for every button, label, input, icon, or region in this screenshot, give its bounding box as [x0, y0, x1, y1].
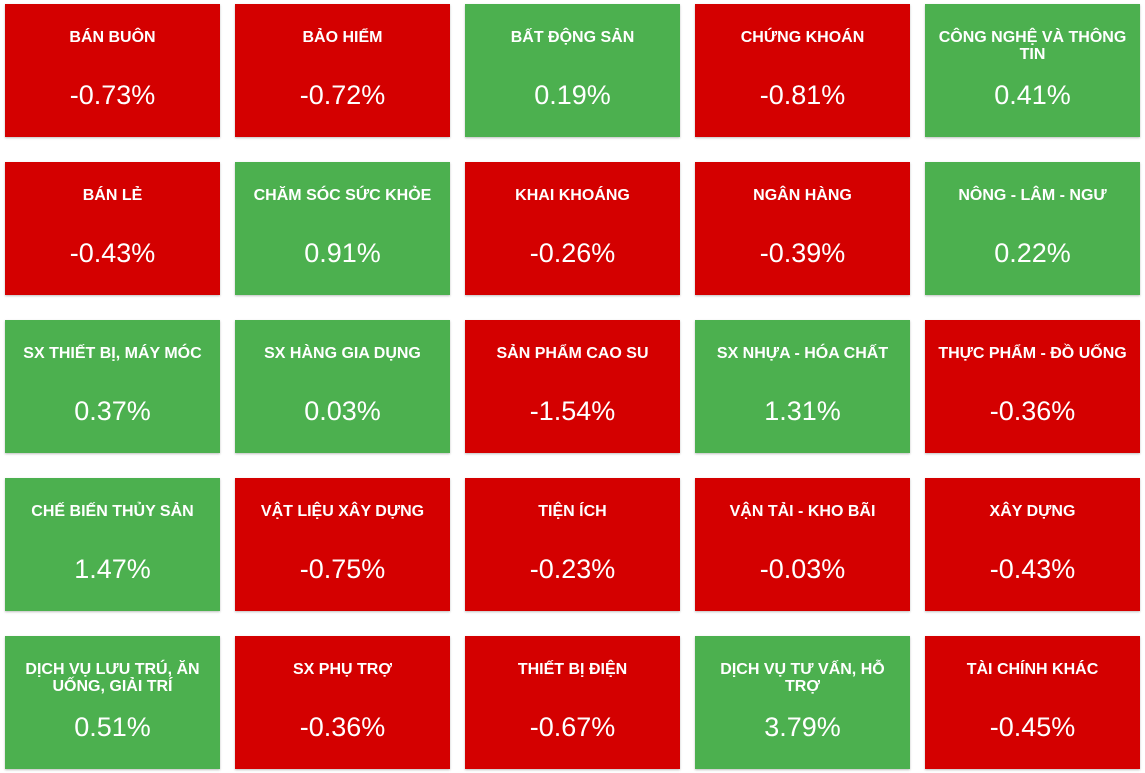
sector-change-value: -1.54%: [529, 396, 616, 426]
sector-heatmap: BÁN BUÔN -0.73% BẢO HIỂM -0.72% BẤT ĐỘNG SẢN…: [5, 4, 1140, 769]
sector-tile: NGÂN HÀNG -0.39%: [695, 162, 910, 295]
sector-change-value: -0.23%: [529, 554, 616, 584]
sector-tile: SX HÀNG GIA DỤNG 0.03%: [235, 320, 450, 453]
sector-tile: SX PHỤ TRỢ -0.36%: [235, 636, 450, 769]
sector-change-value: 0.37%: [74, 396, 151, 426]
sector-name: NGÂN HÀNG: [753, 187, 852, 204]
sector-change-value: 0.51%: [74, 712, 151, 742]
sector-change-value: -0.26%: [529, 238, 616, 268]
sector-tile: DỊCH VỤ LƯU TRÚ, ĂN UỐNG, GIẢI TRÍ 0.51%: [5, 636, 220, 769]
sector-tile: BÁN LẺ -0.43%: [5, 162, 220, 295]
sector-change-value: 0.22%: [994, 238, 1071, 268]
sector-tile: KHAI KHOÁNG -0.26%: [465, 162, 680, 295]
sector-tile: VẬN TẢI - KHO BÃI -0.03%: [695, 478, 910, 611]
sector-name: VẬT LIỆU XÂY DỰNG: [260, 503, 425, 520]
sector-tile: THỰC PHẨM - ĐỒ UỐNG -0.36%: [925, 320, 1140, 453]
sector-change-value: -0.72%: [299, 80, 386, 110]
sector-change-value: 3.79%: [764, 712, 841, 742]
sector-name: NÔNG - LÂM - NGƯ: [958, 187, 1107, 204]
sector-change-value: -0.67%: [529, 712, 616, 742]
sector-change-value: -0.36%: [989, 396, 1076, 426]
sector-name: BÁN LẺ: [82, 187, 143, 204]
sector-name: BÁN BUÔN: [69, 29, 156, 46]
sector-name: SẢN PHẨM CAO SU: [496, 345, 649, 362]
sector-name: CHỨNG KHOÁN: [740, 29, 865, 46]
sector-name: CHẾ BIẾN THỦY SẢN: [31, 503, 194, 520]
sector-tile: THIẾT BỊ ĐIỆN -0.67%: [465, 636, 680, 769]
sector-tile: XÂY DỰNG -0.43%: [925, 478, 1140, 611]
sector-change-value: -0.75%: [299, 554, 386, 584]
sector-name: SX PHỤ TRỢ: [293, 661, 392, 678]
sector-name: BẤT ĐỘNG SẢN: [510, 29, 635, 46]
sector-tile: BÁN BUÔN -0.73%: [5, 4, 220, 137]
sector-name: CHĂM SÓC SỨC KHỎE: [253, 187, 432, 204]
sector-change-value: 0.19%: [534, 80, 611, 110]
sector-name: TÀI CHÍNH KHÁC: [966, 661, 1099, 678]
sector-tile: SX NHỰA - HÓA CHẤT 1.31%: [695, 320, 910, 453]
sector-change-value: 0.03%: [304, 396, 381, 426]
sector-change-value: 1.47%: [74, 554, 151, 584]
sector-tile: BẢO HIỂM -0.72%: [235, 4, 450, 137]
sector-tile: BẤT ĐỘNG SẢN 0.19%: [465, 4, 680, 137]
sector-change-value: -0.39%: [759, 238, 846, 268]
sector-name: TIỆN ÍCH: [538, 503, 607, 520]
sector-tile: TIỆN ÍCH -0.23%: [465, 478, 680, 611]
sector-change-value: -0.03%: [759, 554, 846, 584]
sector-name: DỊCH VỤ LƯU TRÚ, ĂN UỐNG, GIẢI TRÍ: [25, 661, 200, 695]
sector-change-value: -0.73%: [69, 80, 156, 110]
sector-tile: SẢN PHẨM CAO SU -1.54%: [465, 320, 680, 453]
sector-name: XÂY DỰNG: [989, 503, 1076, 520]
sector-name: SX THIẾT BỊ, MÁY MÓC: [23, 345, 202, 362]
sector-name: KHAI KHOÁNG: [515, 187, 630, 204]
sector-change-value: 0.91%: [304, 238, 381, 268]
sector-tile: TÀI CHÍNH KHÁC -0.45%: [925, 636, 1140, 769]
sector-name: THỰC PHẨM - ĐỒ UỐNG: [938, 345, 1127, 362]
sector-change-value: -0.36%: [299, 712, 386, 742]
sector-tile: CHẾ BIẾN THỦY SẢN 1.47%: [5, 478, 220, 611]
sector-tile: NÔNG - LÂM - NGƯ 0.22%: [925, 162, 1140, 295]
sector-tile: DỊCH VỤ TƯ VẤN, HỖ TRỢ 3.79%: [695, 636, 910, 769]
sector-change-value: 1.31%: [764, 396, 841, 426]
sector-name: CÔNG NGHỆ VÀ THÔNG TIN: [938, 29, 1127, 63]
sector-name: SX HÀNG GIA DỤNG: [264, 345, 421, 362]
sector-change-value: -0.43%: [989, 554, 1076, 584]
sector-tile: VẬT LIỆU XÂY DỰNG -0.75%: [235, 478, 450, 611]
sector-name: THIẾT BỊ ĐIỆN: [517, 661, 628, 678]
sector-name: SX NHỰA - HÓA CHẤT: [716, 345, 889, 362]
sector-name: VẬN TẢI - KHO BÃI: [729, 503, 876, 520]
sector-name: DỊCH VỤ TƯ VẤN, HỖ TRỢ: [720, 661, 885, 695]
sector-name: BẢO HIỂM: [302, 29, 383, 46]
sector-change-value: -0.45%: [989, 712, 1076, 742]
sector-tile: CHỨNG KHOÁN -0.81%: [695, 4, 910, 137]
sector-tile: CHĂM SÓC SỨC KHỎE 0.91%: [235, 162, 450, 295]
sector-tile: SX THIẾT BỊ, MÁY MÓC 0.37%: [5, 320, 220, 453]
sector-tile: CÔNG NGHỆ VÀ THÔNG TIN 0.41%: [925, 4, 1140, 137]
sector-change-value: 0.41%: [994, 80, 1071, 110]
sector-change-value: -0.81%: [759, 80, 846, 110]
sector-change-value: -0.43%: [69, 238, 156, 268]
